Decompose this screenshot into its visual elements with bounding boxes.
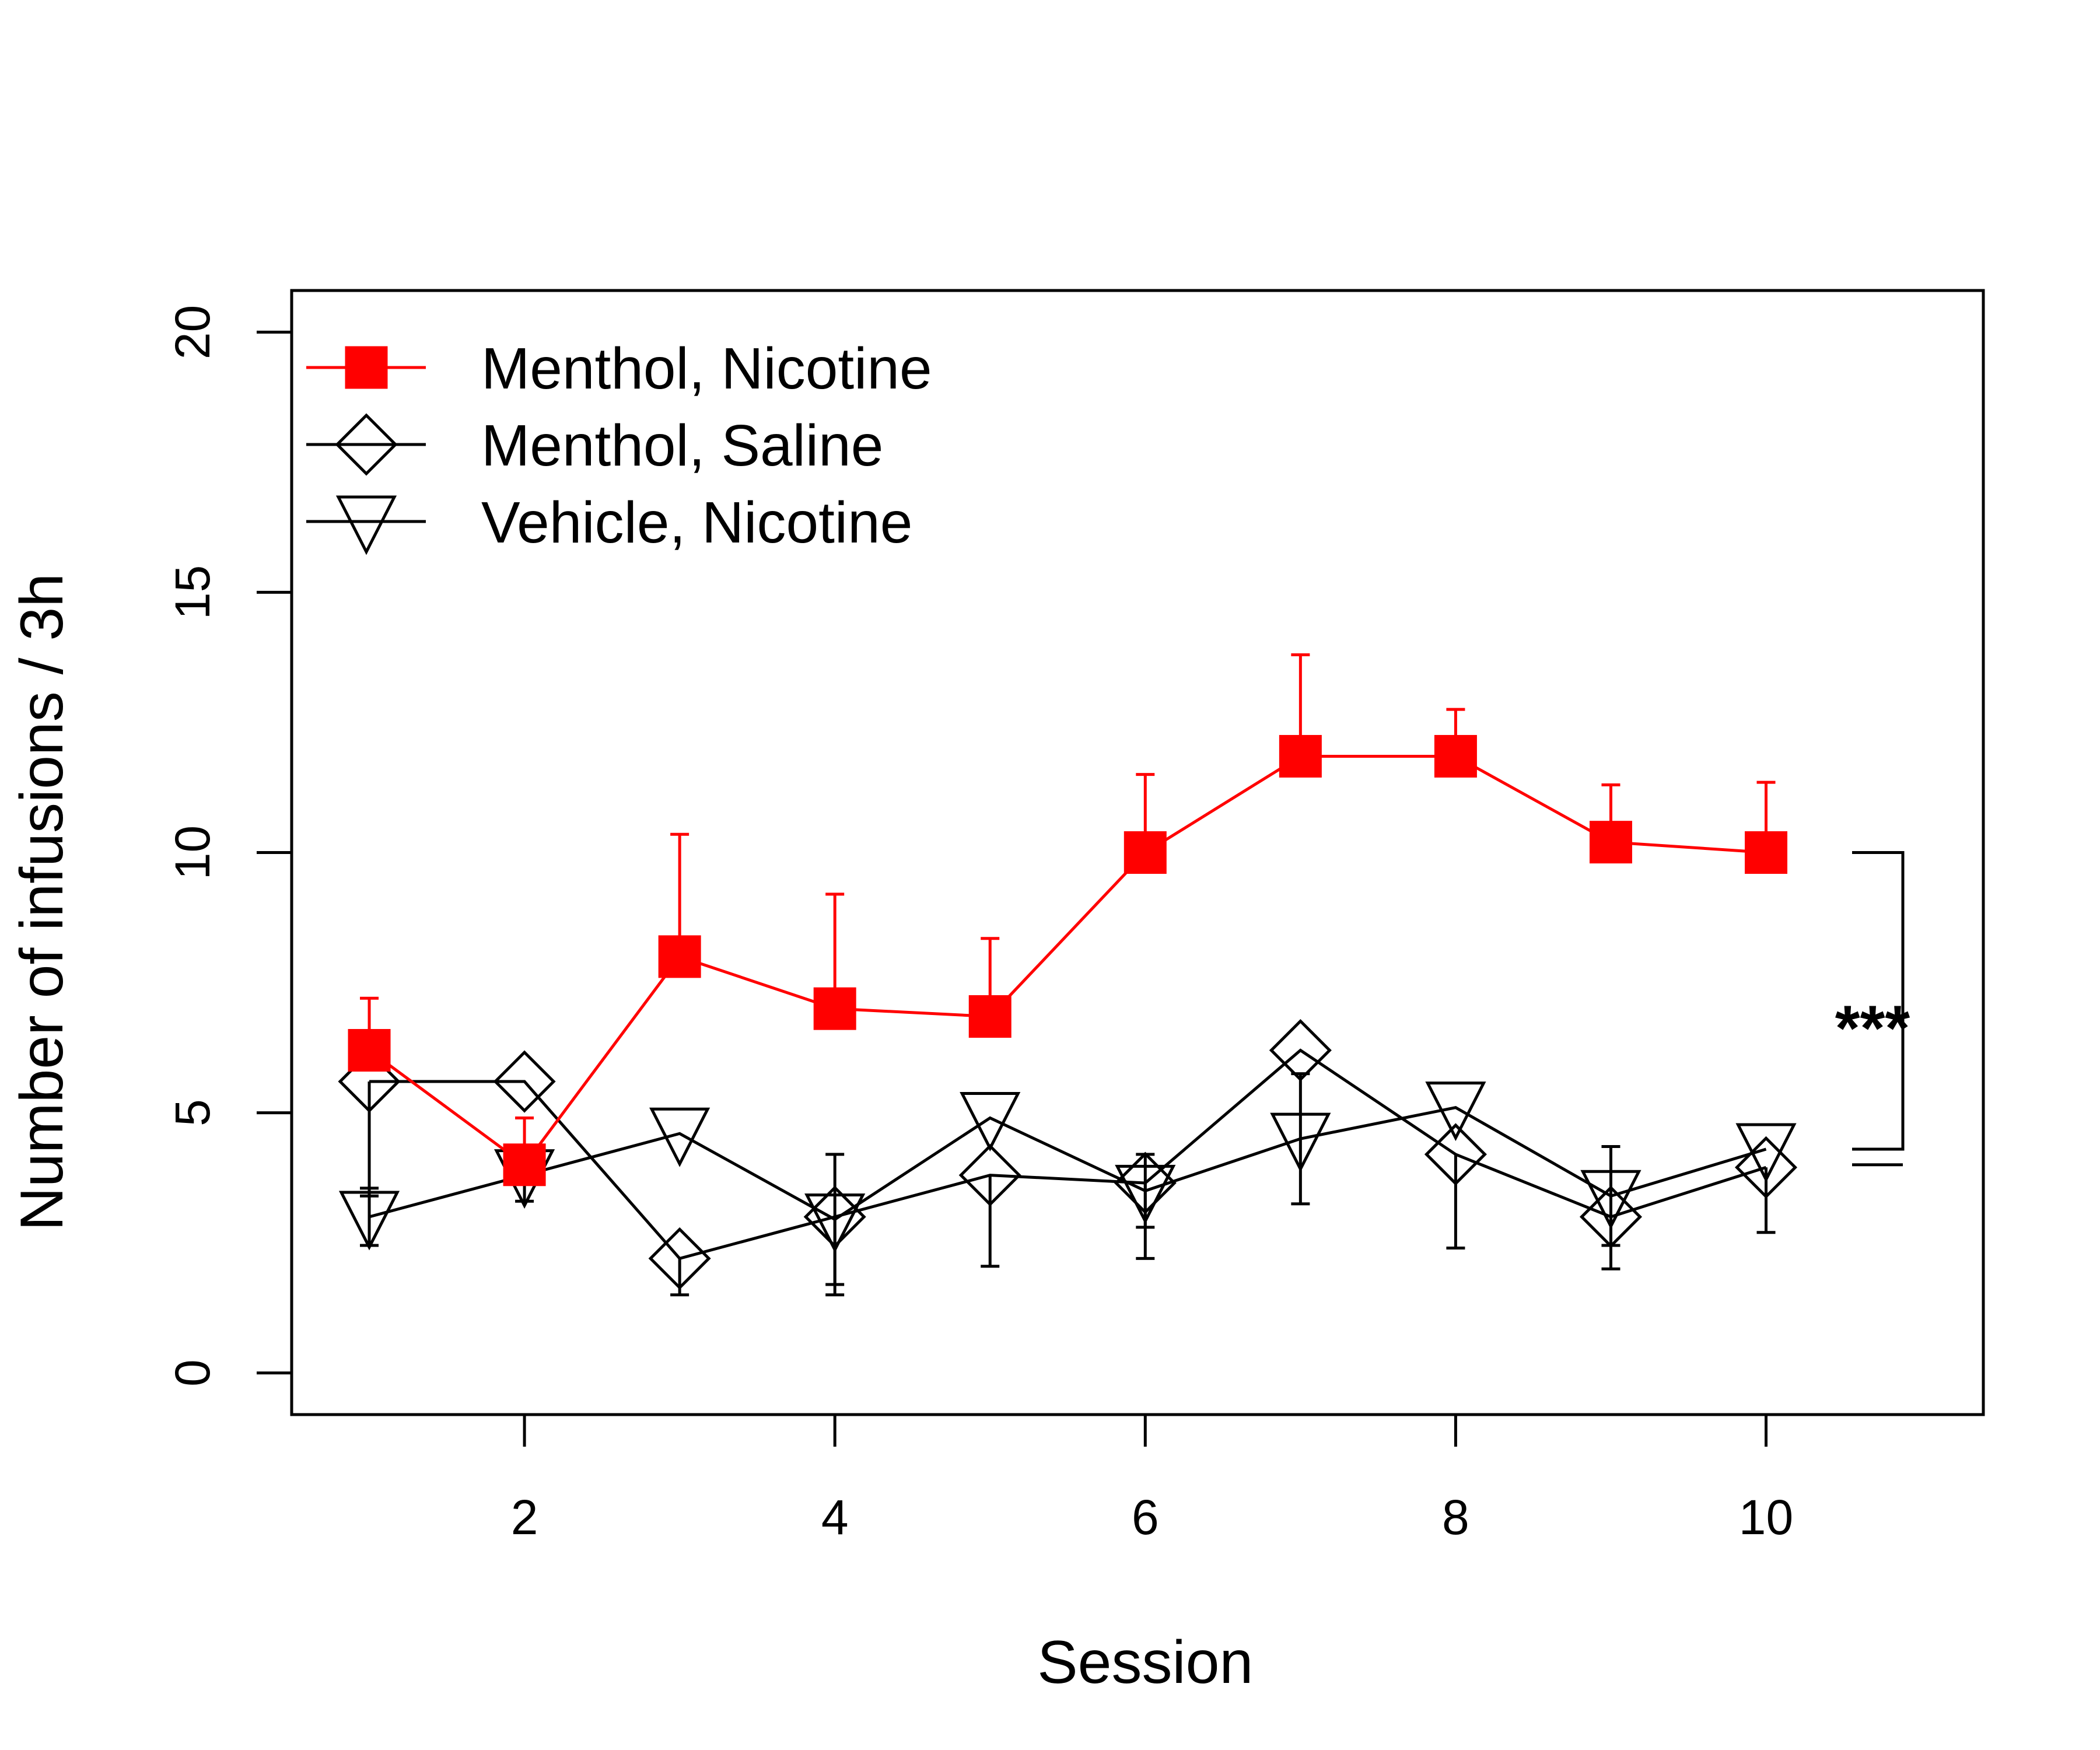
- series-1-point: [338, 1050, 401, 1113]
- series-0-point: [1434, 734, 1477, 778]
- legend-label-1: Menthol, Saline: [481, 413, 883, 478]
- legend-label-0: Menthol, Nicotine: [481, 336, 932, 401]
- series-1-point: [1269, 1019, 1332, 1082]
- series-0-point: [1279, 734, 1322, 778]
- series-1-line: [369, 1048, 1767, 1261]
- series-0-point: [348, 1029, 391, 1072]
- x-tick-label: 10: [1739, 1490, 1793, 1545]
- legend-marker-2: [335, 495, 397, 555]
- series-2-point: [960, 1091, 1021, 1152]
- series-2-point: [649, 1107, 710, 1167]
- series-0-point: [503, 1143, 546, 1186]
- series-2-line: [369, 1106, 1767, 1222]
- series-1-point: [1734, 1136, 1798, 1199]
- y-tick-label: 5: [165, 1099, 220, 1126]
- y-tick-label: 20: [165, 305, 220, 359]
- series-1-point: [958, 1144, 1021, 1207]
- series-0-point: [1124, 831, 1167, 874]
- y-tick-label: 0: [165, 1359, 220, 1387]
- series-2-point: [1425, 1082, 1486, 1142]
- series-1-point: [648, 1227, 711, 1290]
- series-0-point: [658, 935, 701, 978]
- legend: Menthol, Nicotine Menthol, Saline Vehicle,…: [306, 336, 932, 555]
- significance-bracket: [1852, 851, 1905, 1151]
- x-tick-label: 2: [511, 1490, 538, 1545]
- series-layer: [338, 734, 1798, 1290]
- series-2-point: [1735, 1123, 1797, 1183]
- x-tick-label: 6: [1132, 1490, 1159, 1545]
- y-tick-label: 10: [165, 825, 220, 880]
- series-2-point: [804, 1193, 866, 1253]
- series-2-point: [1115, 1164, 1176, 1224]
- legend-marker-1: [335, 413, 398, 476]
- axes-layer: 2 4 6 8 10 0 5 10 15 20 Session Number of infusions…: [8, 289, 1985, 1696]
- series-0-point: [813, 987, 856, 1030]
- series-0-point: [968, 995, 1012, 1038]
- series-1-point: [1424, 1123, 1487, 1186]
- significance-annotation: ***: [1835, 851, 1910, 1167]
- y-axis-title: Number of infusions / 3h: [8, 573, 76, 1231]
- series-1-point: [1114, 1152, 1177, 1214]
- series-1-point: [493, 1050, 556, 1113]
- series-0-line: [368, 754, 1766, 1167]
- series-2-point: [338, 1191, 400, 1251]
- series-1-point: [1579, 1185, 1643, 1248]
- series-2-point: [1270, 1112, 1331, 1172]
- series-0-point: [1745, 831, 1788, 874]
- legend-label-2: Vehicle, Nicotine: [481, 490, 912, 555]
- x-tick-label: 8: [1442, 1490, 1469, 1545]
- x-tick-label: 4: [821, 1490, 849, 1545]
- y-tick-label: 15: [165, 565, 220, 620]
- legend-marker-0: [345, 346, 388, 389]
- series-2-point: [1580, 1170, 1642, 1230]
- x-axis-title: Session: [1037, 1629, 1253, 1696]
- series-0-point: [1589, 821, 1632, 864]
- significance-label: ***: [1835, 993, 1910, 1065]
